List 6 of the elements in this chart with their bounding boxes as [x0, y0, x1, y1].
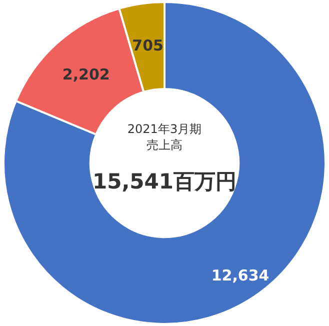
text: 2021年3月期 — [127, 122, 202, 136]
text: 15,541百万円 — [92, 169, 237, 194]
data-label: 2,202 — [62, 65, 110, 84]
data-label: 705 — [132, 36, 164, 55]
text: 売上高 — [146, 138, 182, 152]
data-label: 12,634 — [211, 266, 270, 285]
